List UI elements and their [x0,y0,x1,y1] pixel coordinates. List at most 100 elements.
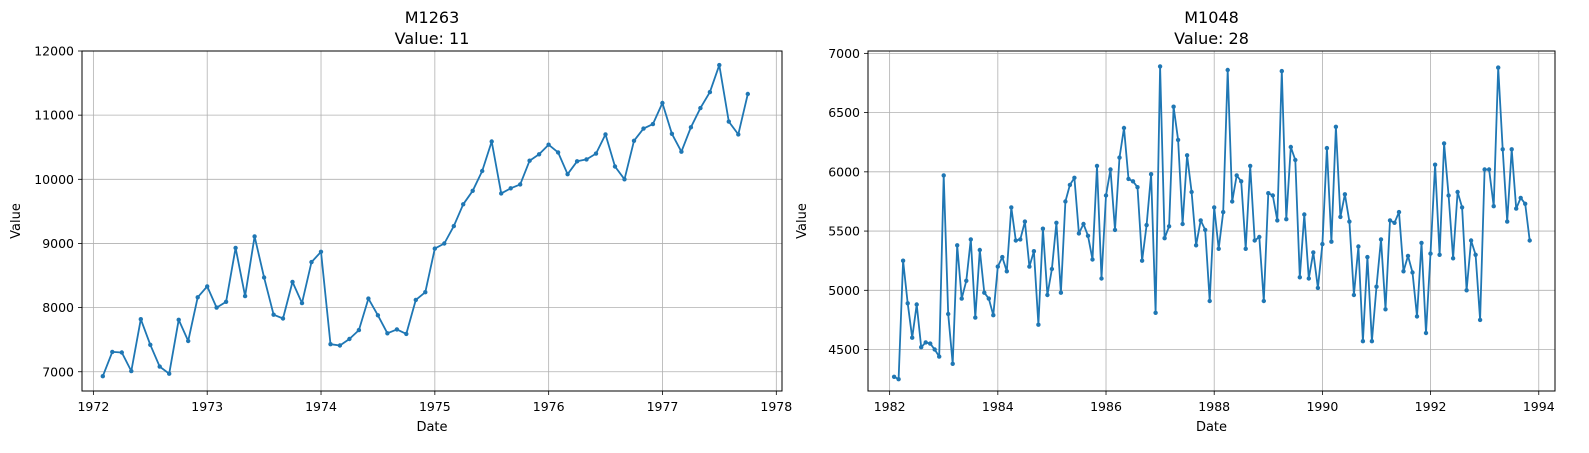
data-point [1239,179,1244,184]
data-point [603,132,608,137]
data-point [195,295,200,300]
data-point [1189,189,1194,195]
data-point [1184,153,1190,158]
data-point [347,336,352,342]
data-point [536,152,542,157]
data-point [1356,244,1361,249]
data-point [1198,218,1203,223]
data-point [914,302,919,307]
data-point [964,278,969,283]
data-point [1459,205,1465,210]
data-point [1293,157,1298,163]
data-point [1234,173,1239,178]
data-point [1108,167,1113,172]
data-point [1432,162,1438,167]
data-point [891,374,897,379]
data-point [508,186,513,191]
x-tick-label: 1975 [419,399,451,414]
data-point [252,234,257,239]
data-point [1013,238,1018,243]
x-tick-label: 1994 [1523,399,1555,414]
data-point [1225,67,1230,73]
data-point [489,139,494,144]
data-point [1203,227,1208,233]
data-point [1351,292,1357,298]
data-point [461,202,466,207]
data-point [423,290,428,295]
series-line [891,64,1532,382]
series-line [100,62,750,379]
x-tick-label: 1986 [1090,399,1122,414]
data-point [205,284,210,289]
data-point [1509,147,1514,152]
data-point [1243,246,1248,251]
y-tick-label: 5000 [828,283,860,298]
data-point [1405,253,1411,259]
data-point [707,89,713,95]
data-point [1067,182,1073,188]
y-tick-label: 10000 [34,172,74,187]
data-point [1365,254,1370,260]
data-point [138,317,143,322]
plot-frame [867,50,1556,392]
data-point [910,335,915,340]
data-point [1329,239,1334,244]
data-point [1320,241,1325,247]
data-point [1473,252,1478,257]
data-point [119,350,125,355]
data-point [413,297,418,303]
data-point [1085,233,1091,238]
data-point [186,338,191,344]
data-point [688,125,694,130]
data-point [176,317,181,322]
data-point [679,149,684,154]
data-point [1284,217,1289,222]
data-point [973,315,978,320]
data-point [1419,240,1424,246]
data-point [1279,68,1285,74]
data-point [1396,209,1402,215]
x-tick-label: 1982 [874,399,906,414]
data-point [1437,252,1442,257]
y-axis-label: Value [795,203,810,239]
plot-area [868,51,1555,391]
data-point [941,173,946,178]
chart-title: M1048 [1184,8,1239,27]
data-point [1297,275,1303,280]
y-tick-label: 6500 [828,105,860,120]
data-point [937,354,942,359]
data-point [1162,236,1167,241]
data-point [736,132,741,137]
y-tick-label: 7000 [42,364,74,379]
data-point [1500,147,1505,152]
data-point [1171,104,1176,109]
data-point [698,105,703,111]
data-point [1270,193,1276,198]
x-tick-label: 1972 [77,399,109,414]
data-point [1455,189,1460,195]
data-point [356,327,362,333]
data-point [1027,264,1032,269]
x-tick-label: 1988 [1198,399,1230,414]
data-point [1081,221,1086,227]
data-point [394,327,400,332]
data-point [1410,270,1415,275]
data-point [641,126,646,131]
data-point [442,241,447,246]
chart-title: M1263 [405,8,460,27]
data-point [527,158,532,163]
data-point [1482,167,1487,172]
data-point [946,311,951,317]
chart-subtitle: Value: 28 [1174,29,1249,48]
data-point [1193,243,1199,248]
data-point [1117,155,1122,160]
data-point [986,296,991,301]
data-point [991,313,996,318]
x-tick-label: 1990 [1306,399,1338,414]
data-point [1446,193,1451,198]
gridlines [82,50,782,391]
data-point [1423,330,1429,336]
data-point [1180,221,1185,227]
y-tick-label: 12000 [34,44,74,59]
